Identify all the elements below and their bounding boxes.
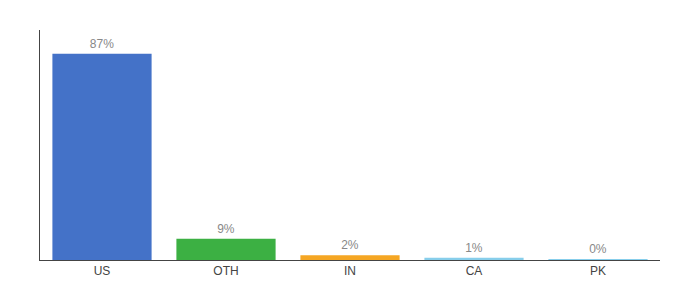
svg-text:2%: 2% <box>341 238 359 252</box>
svg-text:IN: IN <box>344 264 356 278</box>
svg-text:OTH: OTH <box>213 264 238 278</box>
svg-text:87%: 87% <box>90 37 114 51</box>
svg-text:0%: 0% <box>589 242 607 256</box>
svg-text:9%: 9% <box>217 222 235 236</box>
svg-text:US: US <box>94 264 111 278</box>
svg-text:PK: PK <box>590 264 606 278</box>
svg-text:1%: 1% <box>465 241 483 255</box>
svg-text:CA: CA <box>466 264 483 278</box>
